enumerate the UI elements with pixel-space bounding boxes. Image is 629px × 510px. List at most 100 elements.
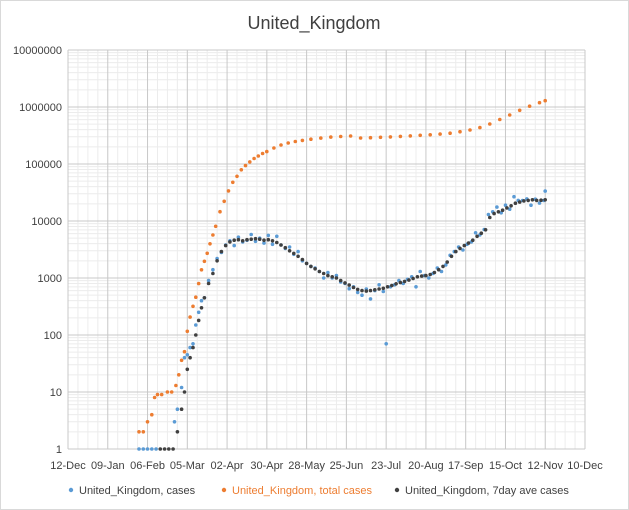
- x-tick-label: 09-Jan: [91, 460, 125, 472]
- data-point: [424, 273, 428, 278]
- y-axis-ticks: 1 10 100 1000 10000 100000 1000000 10000000: [13, 45, 62, 456]
- data-point: [194, 295, 198, 300]
- legend-label: United_Kingdom, 7day ave cases: [405, 485, 569, 497]
- data-point: [150, 447, 154, 451]
- data-point: [436, 267, 441, 272]
- data-point: [338, 278, 343, 283]
- data-point: [462, 243, 467, 248]
- x-tick-label: 12-Dec: [50, 460, 86, 472]
- data-point: [415, 275, 420, 279]
- data-point: [347, 286, 352, 291]
- data-point: [239, 168, 244, 172]
- data-point: [526, 198, 530, 203]
- data-point: [293, 139, 298, 144]
- data-point: [475, 234, 479, 239]
- data-point: [283, 245, 288, 250]
- data-point: [270, 242, 275, 247]
- data-point: [152, 395, 157, 400]
- data-point: [438, 132, 442, 136]
- data-point: [296, 249, 300, 254]
- data-point: [182, 390, 187, 394]
- data-point: [449, 254, 454, 259]
- legend: United_Kingdom, cases United_Kingdom, tot…: [68, 485, 569, 497]
- x-tick-label: 17-Sep: [448, 460, 483, 472]
- data-point: [537, 201, 542, 205]
- data-point: [196, 318, 201, 323]
- y-tick-label: 100000: [25, 159, 62, 171]
- data-point: [262, 241, 266, 245]
- data-point: [488, 122, 492, 126]
- data-point: [419, 274, 424, 278]
- data-point: [543, 98, 547, 103]
- data-point: [249, 232, 253, 237]
- data-point: [211, 233, 215, 237]
- data-point: [145, 420, 150, 424]
- data-point: [466, 241, 471, 245]
- data-point: [321, 276, 326, 280]
- data-point: [300, 138, 305, 143]
- data-point: [534, 198, 539, 203]
- data-point: [517, 200, 522, 204]
- gridlines: [67, 49, 586, 450]
- data-point: [191, 342, 195, 346]
- data-point: [500, 208, 505, 212]
- data-point: [355, 290, 360, 295]
- data-point: [483, 228, 488, 232]
- data-point: [252, 156, 256, 161]
- data-point: [206, 278, 211, 283]
- data-point: [411, 276, 415, 281]
- data-point: [381, 286, 386, 291]
- data-point: [199, 298, 204, 303]
- data-point: [539, 198, 543, 202]
- data-point: [478, 125, 482, 130]
- data-point: [279, 243, 283, 247]
- data-point: [286, 141, 291, 145]
- data-point: [270, 239, 275, 243]
- series-2: [158, 198, 547, 451]
- data-point: [448, 131, 452, 135]
- data-point: [253, 239, 258, 244]
- data-point: [445, 260, 450, 264]
- y-tick-label: 100: [44, 330, 62, 342]
- data-point: [206, 281, 211, 286]
- data-point: [338, 134, 343, 139]
- legend-marker: [68, 487, 74, 493]
- data-point: [191, 304, 195, 309]
- x-tick-label: 05-Mar: [170, 460, 205, 472]
- data-point: [231, 180, 235, 185]
- data-point: [199, 268, 204, 272]
- data-point: [507, 113, 512, 117]
- y-tick-label: 1000: [38, 273, 62, 285]
- data-point: [543, 189, 547, 193]
- data-point: [454, 249, 458, 254]
- data-point: [509, 204, 513, 208]
- data-point: [155, 392, 160, 397]
- data-point: [185, 367, 190, 372]
- data-point: [488, 215, 492, 220]
- data-point: [373, 288, 377, 292]
- data-point: [537, 100, 542, 105]
- data-point: [407, 278, 411, 282]
- data-point: [512, 194, 516, 199]
- data-point: [384, 342, 389, 346]
- data-point: [381, 289, 386, 294]
- data-point: [527, 104, 532, 108]
- data-point: [287, 249, 292, 253]
- data-point: [317, 269, 322, 274]
- data-point: [137, 447, 141, 451]
- data-point: [175, 430, 180, 434]
- data-point: [223, 243, 228, 248]
- data-point: [279, 143, 283, 147]
- data-point: [211, 271, 215, 276]
- data-point: [211, 267, 215, 272]
- data-point: [439, 269, 444, 274]
- data-point: [141, 430, 146, 434]
- data-point: [167, 447, 171, 451]
- x-tick-label: 25-Jun: [330, 460, 364, 472]
- data-point: [471, 238, 475, 242]
- data-point: [402, 279, 407, 284]
- data-point: [256, 154, 261, 158]
- data-point: [432, 270, 437, 275]
- data-point: [496, 210, 501, 214]
- data-point: [208, 242, 212, 246]
